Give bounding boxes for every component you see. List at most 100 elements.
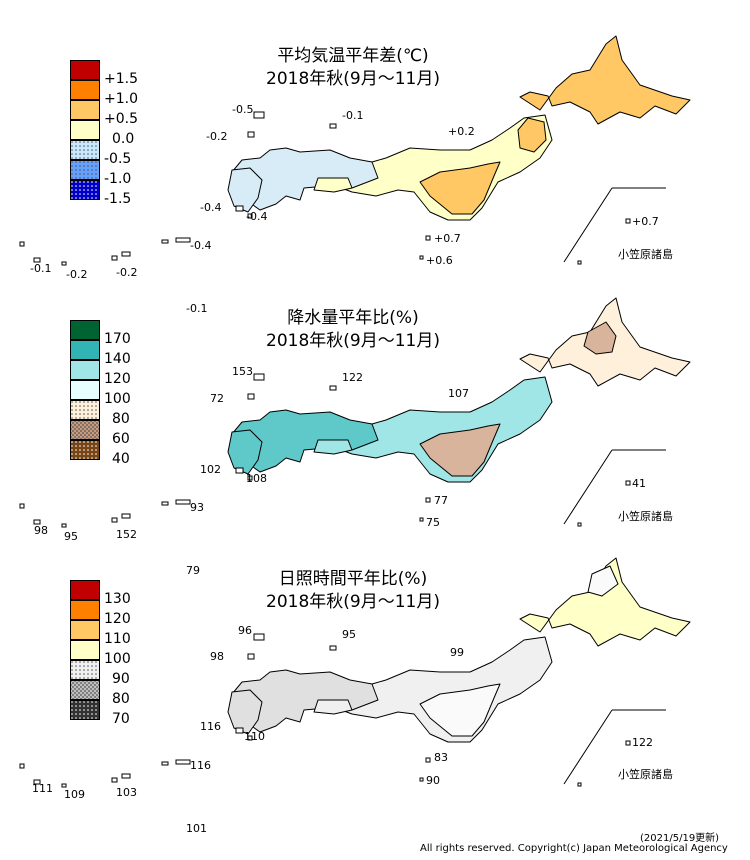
legend-swatch: [70, 440, 100, 460]
legend-swatch: [70, 400, 100, 420]
station-value: +0.7: [632, 215, 659, 228]
station-value: 75: [426, 516, 440, 529]
shikoku-region: [313, 439, 353, 455]
station-value: 102: [200, 463, 221, 476]
station-value: 107: [448, 387, 469, 400]
western-region: [231, 147, 379, 211]
western-region: [231, 669, 379, 733]
kyushu-region: [227, 689, 263, 735]
hokkaido-anomaly: [583, 321, 617, 355]
east-japan-anomaly: [419, 423, 501, 477]
legend-swatch: [70, 680, 100, 700]
legend-swatch: [70, 380, 100, 400]
panel-title: 降水量平年比(%): [287, 308, 419, 328]
legend-label: -0.5: [104, 151, 132, 167]
legend-label: -1.0: [104, 171, 132, 187]
hokkaido-anomaly: [587, 565, 619, 597]
station-value: 93: [190, 501, 204, 514]
hokkaido-region: [519, 557, 691, 647]
ogasawara-label: 小笠原諸島: [618, 768, 673, 781]
legend-label: 110: [104, 631, 131, 647]
western-region: [231, 409, 379, 473]
panel-period: 2018年秋(9月～11月): [266, 331, 440, 351]
legend-label: 100: [104, 391, 131, 407]
legend-label: 60: [112, 431, 130, 447]
legend-swatch: [70, 100, 100, 120]
ogasawara-label: 小笠原諸島: [618, 248, 673, 261]
panel-title: 日照時間平年比(%): [278, 569, 428, 589]
legend-swatch: [70, 700, 100, 720]
station-value: 99: [450, 646, 464, 659]
station-value: 72: [210, 392, 224, 405]
station-value: 95: [64, 530, 78, 543]
tohoku-anomaly: [517, 117, 547, 153]
station-value: -0.1: [186, 302, 208, 315]
panel-period: 2018年秋(9月～11月): [266, 69, 440, 89]
hokkaido-region: [519, 35, 691, 125]
legend-label: 70: [112, 711, 130, 727]
legend-label: +1.5: [104, 71, 138, 87]
panel-period: 2018年秋(9月～11月): [266, 592, 440, 612]
station-value: -0.4: [246, 210, 268, 223]
legend-swatch: [70, 600, 100, 620]
honshu-region: [331, 376, 553, 483]
station-value: -0.4: [190, 239, 212, 252]
station-value: -0.2: [116, 266, 138, 279]
update-date: (2021/5/19更新): [640, 833, 720, 844]
station-value: 110: [244, 730, 265, 743]
legend-swatch: [70, 360, 100, 380]
legend-label: 140: [104, 351, 131, 367]
legend-swatch: [70, 660, 100, 680]
legend-label: 0.0: [112, 131, 135, 147]
legend-label: +0.5: [104, 111, 138, 127]
ogasawara-inset-frame: [563, 449, 666, 525]
honshu-region: [331, 114, 553, 221]
station-value: -0.2: [206, 130, 228, 143]
station-value: +0.2: [448, 125, 475, 138]
station-value: 109: [64, 788, 85, 801]
legend-swatch: [70, 140, 100, 160]
shikoku-region: [313, 699, 353, 715]
station-value: 41: [632, 477, 646, 490]
ogasawara-inset-frame: [563, 709, 666, 785]
kyushu-region: [227, 167, 263, 213]
legend-label: 120: [104, 371, 131, 387]
station-value: 103: [116, 786, 137, 799]
station-value: -0.1: [342, 109, 364, 122]
legend-swatch: [70, 80, 100, 100]
station-value: -0.5: [232, 103, 254, 116]
station-value: 108: [246, 472, 267, 485]
station-value: 79: [186, 564, 200, 577]
panel-title: 平均気温平年差(℃): [277, 46, 429, 66]
station-value: -0.1: [30, 262, 52, 275]
legend-label: 80: [112, 691, 130, 707]
east-japan-anomaly: [419, 161, 501, 215]
japan-map: [19, 297, 691, 528]
legend-label: 170: [104, 331, 131, 347]
legend-swatch: [70, 320, 100, 340]
station-value: 116: [190, 759, 211, 772]
legend-label: 100: [104, 651, 131, 667]
japan-map: [19, 35, 691, 266]
station-value: 122: [632, 736, 653, 749]
legend-swatch: [70, 120, 100, 140]
station-value: 116: [200, 720, 221, 733]
station-value: 77: [434, 494, 448, 507]
legend-label: 120: [104, 611, 131, 627]
legend-swatch: [70, 420, 100, 440]
legend-swatch: [70, 640, 100, 660]
legend-label: 80: [112, 411, 130, 427]
station-value: 95: [342, 628, 356, 641]
legend-swatch: [70, 620, 100, 640]
station-value: 153: [232, 365, 253, 378]
east-japan-anomaly: [419, 683, 501, 737]
station-value: -0.4: [200, 201, 222, 214]
station-value: +0.7: [434, 232, 461, 245]
copyright-notice: All rights reserved. Copyright(c) Japan …: [420, 843, 728, 854]
japan-map: [19, 557, 691, 788]
station-value: 111: [32, 782, 53, 795]
legend-label: +1.0: [104, 91, 138, 107]
ogasawara-inset-frame: [563, 187, 666, 263]
station-value: 96: [238, 624, 252, 637]
